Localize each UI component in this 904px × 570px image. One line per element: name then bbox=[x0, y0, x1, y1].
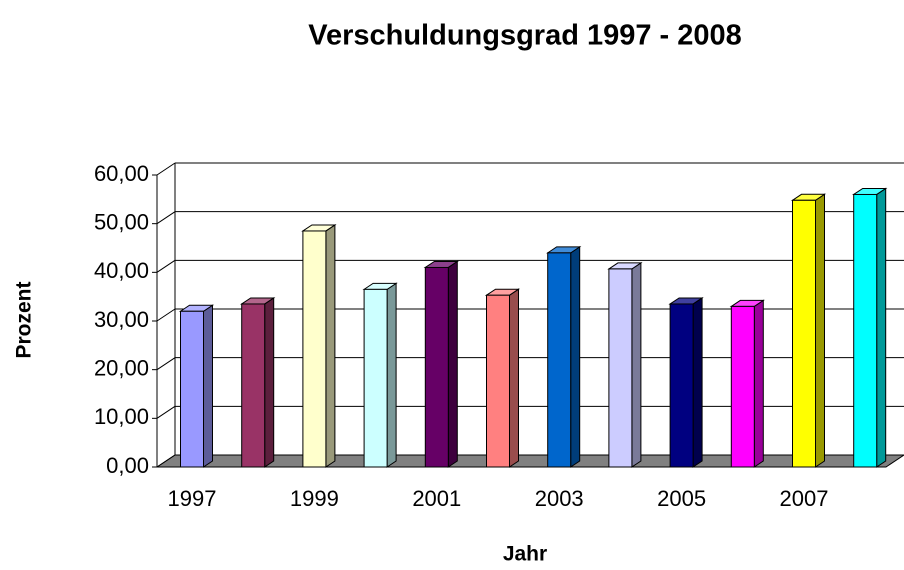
bar-front bbox=[363, 288, 388, 468]
grid-side bbox=[156, 162, 176, 176]
bar-front bbox=[547, 252, 572, 468]
grid-side bbox=[156, 357, 176, 371]
y-tick-label: 40,00 bbox=[94, 258, 149, 283]
x-tick-label: 2007 bbox=[780, 486, 829, 511]
grid-side bbox=[156, 454, 176, 468]
bar bbox=[484, 288, 521, 468]
bar bbox=[178, 304, 215, 468]
bar-front bbox=[424, 266, 449, 468]
bar-front bbox=[302, 230, 327, 468]
y-tick-label: 60,00 bbox=[94, 161, 149, 186]
bar bbox=[240, 297, 276, 468]
bar-front bbox=[180, 310, 204, 468]
y-tick-label: 0,00 bbox=[106, 453, 149, 478]
grid-side bbox=[156, 211, 176, 225]
bar-side bbox=[570, 245, 581, 468]
bar-side bbox=[203, 304, 213, 468]
bar-side bbox=[447, 260, 458, 468]
bar bbox=[301, 224, 337, 468]
bar-side bbox=[509, 288, 519, 468]
y-tick-label: 30,00 bbox=[94, 307, 149, 332]
bar-front bbox=[792, 199, 816, 468]
grid-side bbox=[156, 405, 176, 419]
bar bbox=[729, 299, 765, 468]
bar-side bbox=[386, 282, 397, 468]
bar bbox=[668, 297, 704, 468]
y-tick-label: 20,00 bbox=[94, 355, 149, 380]
x-tick-label: 1997 bbox=[168, 486, 217, 511]
bar-front bbox=[486, 294, 510, 468]
bar-front bbox=[608, 268, 633, 468]
chart-title: Verschuldungsgrad 1997 - 2008 bbox=[308, 20, 742, 52]
x-axis-label: Jahr bbox=[503, 543, 547, 566]
bar-side bbox=[692, 297, 703, 468]
bar bbox=[607, 261, 643, 468]
bar-front bbox=[730, 305, 755, 468]
x-tick-label: 2005 bbox=[657, 486, 706, 511]
grid-side bbox=[156, 259, 176, 273]
bar bbox=[852, 187, 888, 468]
bar bbox=[546, 245, 582, 468]
y-tick-label: 10,00 bbox=[94, 404, 149, 429]
bar-front bbox=[669, 303, 694, 468]
bar-side bbox=[325, 224, 336, 468]
bar bbox=[790, 193, 827, 468]
bar-front bbox=[241, 303, 266, 468]
bar-side bbox=[631, 261, 642, 468]
bar bbox=[423, 260, 459, 468]
bar bbox=[362, 282, 398, 468]
y-axis-label: Prozent bbox=[13, 281, 36, 358]
bar-side bbox=[876, 187, 887, 468]
bar-side bbox=[264, 297, 275, 468]
bar-side bbox=[753, 299, 764, 468]
x-tick-label: 1999 bbox=[290, 486, 339, 511]
x-tick-label: 2003 bbox=[535, 486, 584, 511]
grid-side bbox=[156, 308, 176, 322]
y-tick-label: 50,00 bbox=[94, 209, 149, 234]
bar-side bbox=[815, 193, 825, 468]
x-tick-label: 2001 bbox=[412, 486, 461, 511]
bar-front bbox=[853, 193, 878, 468]
